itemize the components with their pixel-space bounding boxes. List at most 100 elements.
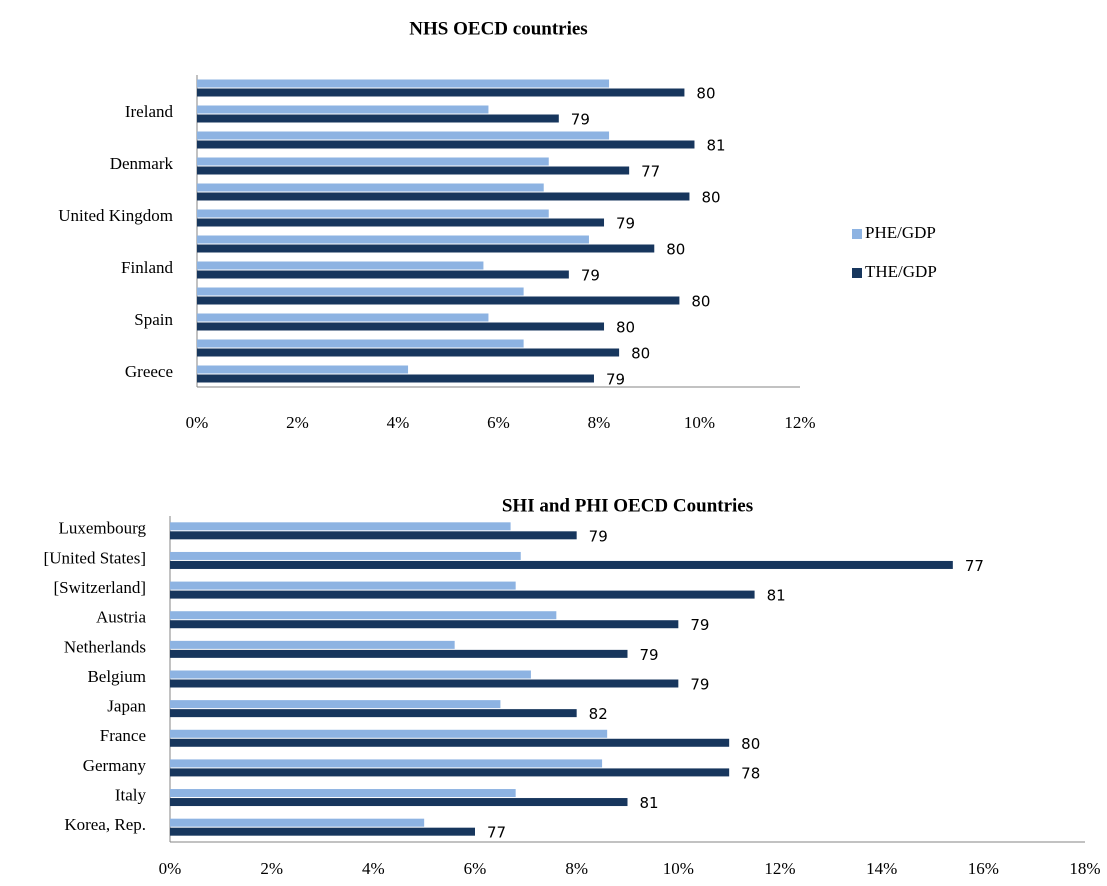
x-tick-label: 10%	[684, 413, 715, 432]
bar	[197, 192, 690, 201]
bar	[197, 166, 630, 175]
x-tick-label: 12%	[764, 859, 795, 878]
y-tick-label: France	[100, 726, 146, 745]
bar	[170, 738, 730, 747]
y-tick-label: Netherlands	[64, 637, 146, 656]
bar-label: 82	[589, 705, 608, 723]
y-tick-label: Korea, Rep.	[64, 815, 146, 834]
bar	[197, 244, 655, 253]
x-tick-label: 10%	[663, 859, 694, 878]
bar	[197, 157, 549, 166]
legend-swatch	[852, 229, 862, 239]
bar-label: 77	[487, 824, 506, 842]
bar	[170, 768, 730, 777]
bar	[197, 131, 610, 140]
y-tick-label: Greece	[125, 362, 173, 381]
x-tick-label: 4%	[362, 859, 385, 878]
bar-label: 81	[640, 794, 659, 812]
bar-label: 79	[571, 111, 590, 129]
bar	[197, 270, 569, 279]
bar-label: 81	[706, 137, 725, 155]
bar	[170, 670, 531, 679]
x-tick-label: 2%	[286, 413, 309, 432]
x-tick-label: 2%	[260, 859, 283, 878]
x-tick-label: 8%	[565, 859, 588, 878]
bar-label: 79	[616, 215, 635, 233]
bar	[170, 798, 628, 807]
y-tick-label: Denmark	[110, 154, 174, 173]
bar-label: 77	[641, 163, 660, 181]
bar	[170, 759, 603, 768]
y-tick-label: Belgium	[87, 667, 146, 686]
bar-label: 79	[690, 616, 709, 634]
y-tick-label: Italy	[115, 785, 147, 804]
x-tick-label: 16%	[968, 859, 999, 878]
chart-title: SHI and PHI OECD Countries	[502, 495, 753, 516]
x-tick-label: 4%	[387, 413, 410, 432]
y-tick-label: Austria	[96, 608, 147, 627]
bar	[170, 581, 516, 590]
bar	[197, 374, 594, 383]
bar	[197, 296, 680, 305]
bar-label: 80	[616, 319, 635, 337]
bar	[170, 649, 628, 658]
bar-label: 80	[741, 735, 760, 753]
chart-title: NHS OECD countries	[409, 18, 587, 39]
bar	[197, 79, 610, 88]
bar	[170, 827, 475, 836]
y-tick-label: Spain	[134, 310, 173, 329]
bar	[170, 709, 577, 718]
x-tick-label: 8%	[588, 413, 611, 432]
y-tick-label: Germany	[83, 756, 147, 775]
bar-label: 80	[696, 85, 715, 103]
bar	[197, 322, 605, 331]
bar	[170, 729, 608, 738]
bar	[170, 640, 455, 649]
bar-label: 80	[691, 293, 710, 311]
bar-label: 81	[767, 587, 786, 605]
y-tick-label: [United States]	[44, 548, 146, 567]
x-tick-label: 6%	[487, 413, 510, 432]
y-tick-label: Japan	[107, 697, 146, 716]
bar	[197, 313, 489, 322]
bar	[197, 88, 685, 97]
bar	[170, 620, 679, 629]
bar	[197, 339, 524, 348]
bar-label: 78	[741, 764, 760, 782]
bar-label: 79	[640, 646, 659, 664]
bar	[197, 287, 524, 296]
bar	[170, 560, 953, 569]
bar-label: 79	[606, 371, 625, 389]
bar	[197, 365, 409, 374]
bar-label: 77	[965, 557, 984, 575]
bar	[197, 140, 695, 149]
bar-label: 80	[631, 345, 650, 363]
x-tick-label: 0%	[186, 413, 209, 432]
bar	[197, 261, 484, 270]
y-tick-label: Luxembourg	[58, 519, 146, 538]
y-tick-label: [Switzerland]	[53, 578, 146, 597]
bar	[197, 183, 544, 192]
x-tick-label: 18%	[1069, 859, 1100, 878]
bar	[170, 551, 521, 560]
bar-label: 79	[690, 676, 709, 694]
x-tick-label: 0%	[159, 859, 182, 878]
bar-label: 79	[581, 267, 600, 285]
legend-swatch	[852, 268, 862, 278]
bar	[197, 114, 559, 123]
x-tick-label: 6%	[464, 859, 487, 878]
bar	[197, 218, 605, 227]
y-tick-label: Ireland	[125, 102, 174, 121]
bar-label: 80	[701, 189, 720, 207]
bar	[197, 348, 620, 357]
bar-label: 80	[666, 241, 685, 259]
bar-label: 79	[589, 527, 608, 545]
bar	[170, 818, 425, 827]
bar	[197, 105, 489, 114]
bar	[170, 590, 755, 599]
y-tick-label: United Kingdom	[58, 206, 173, 225]
bar	[170, 522, 511, 531]
legend-label: THE/GDP	[865, 262, 937, 281]
bar	[170, 679, 679, 688]
